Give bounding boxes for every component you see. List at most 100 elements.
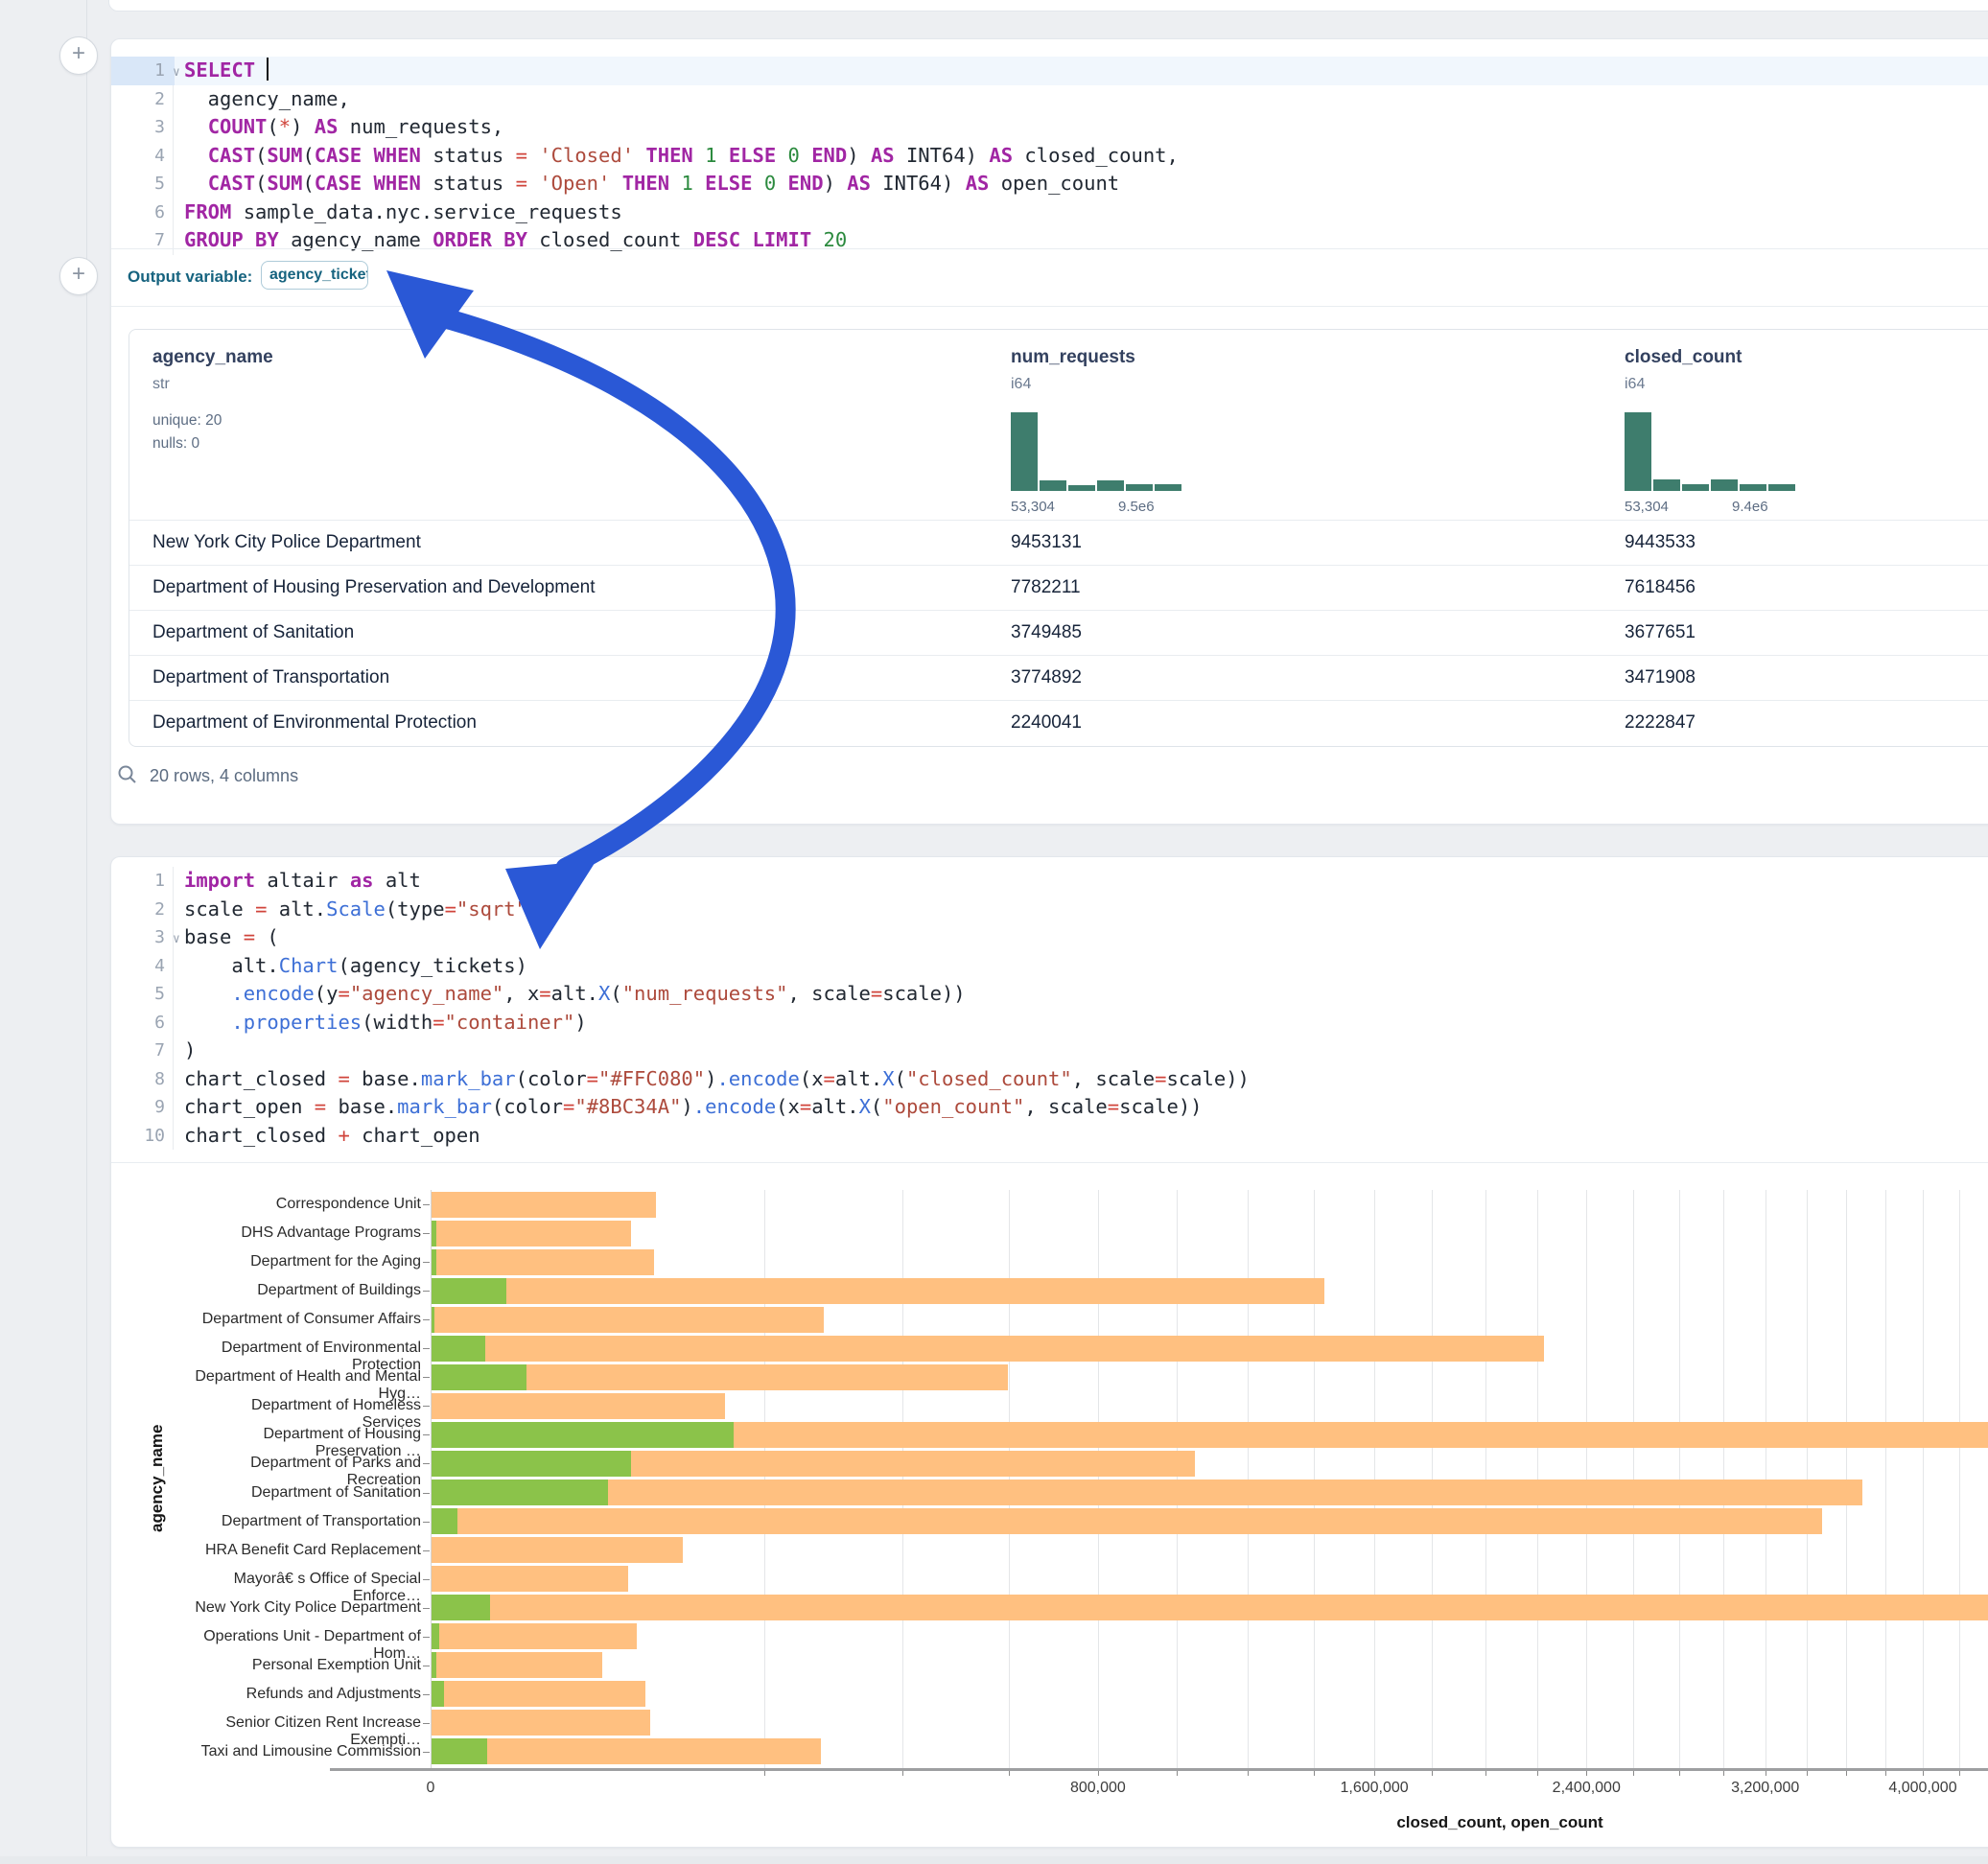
code-line-2[interactable]: 2scale = alt.Scale(type="sqrt") (125, 896, 1947, 924)
histogram-bar (1740, 484, 1766, 491)
column-header-closed_count[interactable]: closed_count (1625, 347, 1742, 368)
bar-closed_count (432, 1278, 1324, 1304)
code-line-1[interactable]: 1import altair as alt (125, 867, 1947, 896)
table-row[interactable]: Department of Environmental Protection22… (129, 700, 1988, 746)
y-axis-tick (423, 1463, 430, 1464)
y-axis-label: Personal Exemption Unit (193, 1657, 421, 1674)
column-header-num_requests[interactable]: num_requests (1011, 347, 1135, 368)
bar-closed_count (432, 1595, 1988, 1620)
fold-chevron-icon[interactable]: ∨ (173, 925, 180, 954)
y-axis-tick (423, 1291, 430, 1292)
column-stat: unique: 20 (152, 412, 222, 430)
altair-chart-output[interactable]: Correspondence UnitDHS Advantage Program… (111, 1164, 1988, 1845)
notebook-page: { "colors": { "arrow_blue": "#2a58d6", "… (0, 0, 1988, 1864)
y-axis-title: agency_name (148, 1424, 167, 1531)
output-variable-pill[interactable]: agency_tickets (261, 261, 368, 290)
add-cell-button-output[interactable]: + (59, 257, 98, 295)
histogram-bar (1011, 412, 1038, 491)
fold-chevron-icon[interactable]: ∨ (173, 58, 180, 87)
code-line-3[interactable]: 3 COUNT(*) AS num_requests, (125, 113, 1947, 142)
bar-closed_count (432, 1393, 725, 1419)
y-axis-tick (423, 1550, 430, 1551)
y-axis-tick (423, 1723, 430, 1724)
code-line-4[interactable]: 4 CAST(SUM(CASE WHEN status = 'Closed' T… (125, 142, 1947, 171)
code-line-3[interactable]: 3∨base = ( (125, 923, 1947, 952)
code-text: ) (184, 1037, 196, 1065)
y-axis-tick (423, 1204, 430, 1205)
code-text: alt.Chart(agency_tickets) (184, 952, 527, 981)
bar-open_count (432, 1652, 436, 1678)
line-number: 4 (125, 952, 171, 981)
x-axis-tick-label: 1,600,000 (1341, 1780, 1409, 1797)
y-axis-tick (423, 1348, 430, 1349)
line-number: 2 (125, 85, 171, 114)
histogram-bar (1653, 479, 1680, 491)
code-line-6[interactable]: 6FROM sample_data.nyc.service_requests (125, 198, 1947, 227)
bar-open_count (432, 1508, 457, 1534)
code-text: chart_open = base.mark_bar(color="#8BC34… (184, 1093, 1203, 1122)
table-row[interactable]: Department of Transportation377489234719… (129, 655, 1988, 701)
code-line-9[interactable]: 9chart_open = base.mark_bar(color="#8BC3… (125, 1093, 1947, 1122)
code-text: CAST(SUM(CASE WHEN status = 'Closed' THE… (184, 142, 1179, 171)
sql-code-editor[interactable]: 1∨SELECT 2 agency_name,3 COUNT(*) AS num… (125, 57, 1947, 255)
table-row[interactable]: Department of Sanitation37494853677651 (129, 610, 1988, 656)
bar-open_count (432, 1738, 487, 1764)
histogram-max-label: 9.5e6 (1118, 499, 1155, 515)
bar-closed_count (432, 1480, 1862, 1505)
bar-open_count (432, 1221, 436, 1247)
table-row[interactable]: Department of Housing Preservation and D… (129, 565, 1988, 611)
code-line-8[interactable]: 8chart_closed = base.mark_bar(color="#FF… (125, 1065, 1947, 1094)
bar-open_count (432, 1451, 631, 1477)
code-line-10[interactable]: 10chart_closed + chart_open (125, 1122, 1947, 1151)
y-axis-label: Taxi and Limousine Commission (193, 1743, 421, 1760)
code-line-4[interactable]: 4 alt.Chart(agency_tickets) (125, 952, 1947, 981)
bar-open_count (432, 1681, 444, 1707)
column-header-agency_name[interactable]: agency_name (152, 347, 273, 368)
x-axis-line[interactable] (330, 1768, 1988, 1771)
bar-closed_count (432, 1192, 656, 1218)
table-cell: Department of Transportation (152, 667, 389, 688)
sql-cell: 1∨SELECT 2 agency_name,3 COUNT(*) AS num… (110, 38, 1988, 825)
divider (111, 248, 1988, 249)
code-line-7[interactable]: 7) (125, 1037, 1947, 1065)
table-cell: 7618456 (1625, 577, 1696, 598)
divider (111, 306, 1988, 307)
code-line-5[interactable]: 5 CAST(SUM(CASE WHEN status = 'Open' THE… (125, 170, 1947, 198)
add-cell-button-top[interactable]: + (59, 36, 98, 75)
x-axis-tick-label: 2,400,000 (1553, 1780, 1621, 1797)
column-type: i64 (1011, 376, 1031, 393)
bar-open_count (432, 1422, 734, 1448)
column-type: i64 (1625, 376, 1645, 393)
code-line-6[interactable]: 6 .properties(width="container") (125, 1009, 1947, 1037)
table-cell: 9453131 (1011, 532, 1082, 553)
x-axis-tick-label: 4,000,000 (1888, 1780, 1956, 1797)
code-line-1[interactable]: 1∨SELECT (125, 57, 1947, 85)
code-text: scale = alt.Scale(type="sqrt") (184, 896, 539, 924)
python-code-editor[interactable]: 1import altair as alt2scale = alt.Scale(… (125, 867, 1947, 1150)
bar-open_count (432, 1336, 485, 1362)
bar-closed_count (432, 1652, 602, 1678)
gridline (1959, 1190, 1960, 1768)
code-text: .encode(y="agency_name", x=alt.X("num_re… (184, 980, 966, 1009)
y-axis-tick (423, 1434, 430, 1435)
table-row[interactable]: New York City Police Department945313194… (129, 520, 1988, 566)
histogram-bar (1711, 479, 1738, 491)
previous-cell-edge (108, 0, 1988, 12)
python-cell: 1import altair as alt2scale = alt.Scale(… (110, 856, 1988, 1848)
x-axis-tick-label: 3,200,000 (1731, 1780, 1799, 1797)
line-number: 1 (125, 57, 171, 85)
y-axis-label: Correspondence Unit (193, 1196, 421, 1213)
output-variable-label: Output variable: (128, 268, 252, 287)
code-line-7[interactable]: 7GROUP BY agency_name ORDER BY closed_co… (125, 226, 1947, 255)
code-line-5[interactable]: 5 .encode(y="agency_name", x=alt.X("num_… (125, 980, 1947, 1009)
table-cell: 3774892 (1011, 667, 1082, 688)
search-icon[interactable] (117, 764, 138, 790)
table-cell: Department of Environmental Protection (152, 712, 477, 734)
bar-closed_count (432, 1738, 821, 1764)
histogram-bar (1040, 480, 1066, 491)
page-bottom-strip (0, 1856, 1988, 1864)
bar-closed_count (432, 1566, 628, 1592)
code-line-2[interactable]: 2 agency_name, (125, 85, 1947, 114)
code-text: .properties(width="container") (184, 1009, 587, 1037)
x-axis-tick-label: 800,000 (1070, 1780, 1126, 1797)
